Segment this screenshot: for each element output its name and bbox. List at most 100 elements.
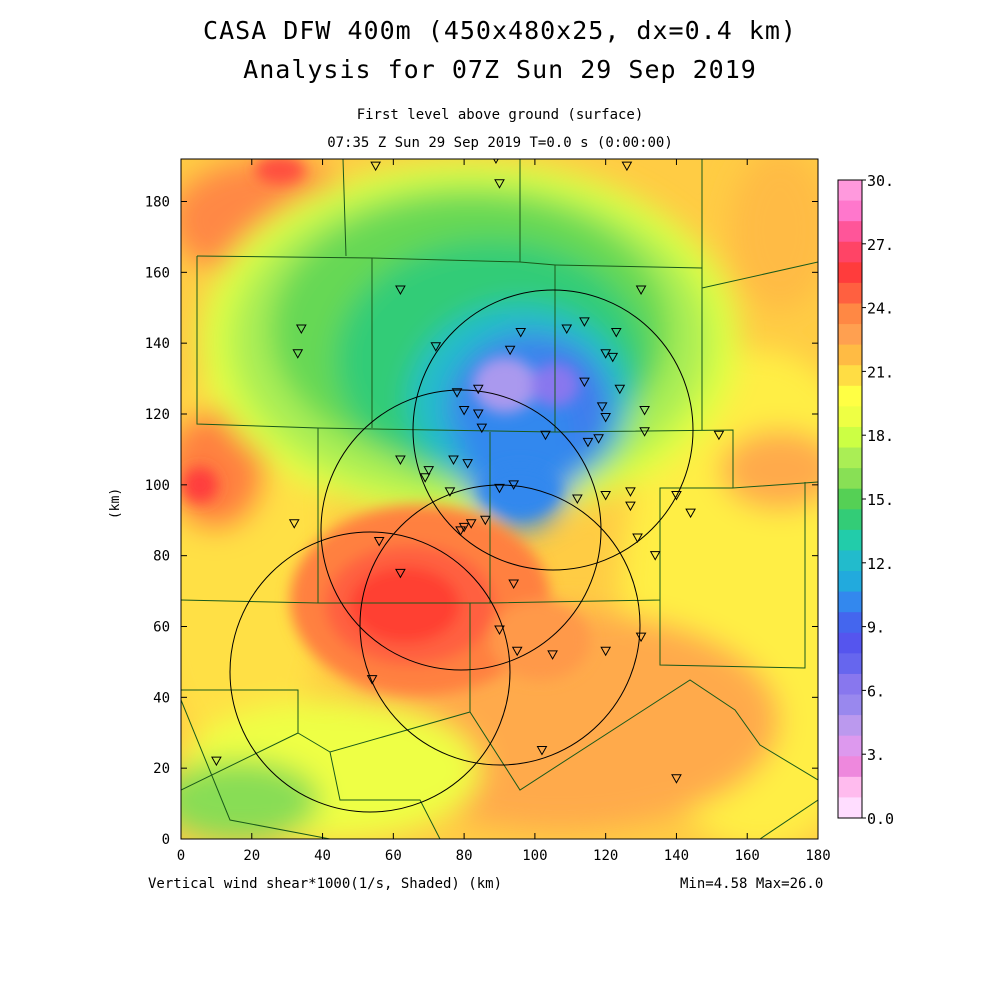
county-boundaries <box>181 159 818 839</box>
station-marker <box>504 345 516 356</box>
station-marker <box>430 342 442 352</box>
station-marker <box>462 459 474 469</box>
colorbar-label: 21. <box>867 363 894 381</box>
station-marker <box>582 437 594 448</box>
station-marker <box>536 745 548 756</box>
x-tick-label: 140 <box>664 848 689 864</box>
station-marker <box>366 675 378 685</box>
colorbar-label: 27. <box>867 236 894 254</box>
station-marker <box>621 161 633 172</box>
colorbar-swatch <box>838 344 862 366</box>
station-marker <box>639 405 650 416</box>
colorbar-swatch <box>838 756 862 778</box>
colorbar-swatch <box>838 221 862 243</box>
station-marker <box>472 409 484 420</box>
station-marker <box>395 285 406 296</box>
colorbar-swatch <box>838 591 862 613</box>
station-marker <box>632 533 643 543</box>
station-marker <box>635 632 647 643</box>
x-tick-label: 180 <box>805 848 830 864</box>
y-tick-label: 0 <box>162 832 170 848</box>
colorbar-swatch <box>838 529 862 551</box>
colorbar-swatch <box>838 571 862 593</box>
station-marker <box>511 646 523 657</box>
station-marker <box>600 646 612 657</box>
station-marker <box>547 650 558 660</box>
y-tick-label: 80 <box>153 549 170 565</box>
colorbar-swatch <box>838 735 862 757</box>
station-marker <box>458 405 470 416</box>
station-marker <box>465 519 477 529</box>
station-marker <box>593 434 604 444</box>
station-marker <box>614 384 626 395</box>
y-tick-label: 40 <box>153 690 170 706</box>
colorbar-label: 12. <box>867 555 894 573</box>
colorbar-swatch <box>838 365 862 387</box>
colorbar-label: 18. <box>867 427 894 445</box>
colorbar-swatch <box>838 282 862 304</box>
x-axis-label: Vertical wind shear*1000(1/s, Shaded) (k… <box>148 876 503 892</box>
station-marker <box>635 285 647 296</box>
station-marker <box>370 161 381 172</box>
station-marker <box>423 466 435 476</box>
station-marker <box>671 490 682 501</box>
station-marker <box>607 352 619 363</box>
station-marker <box>579 377 590 388</box>
colorbar-swatch <box>838 262 862 284</box>
chart-subtitle-time: 07:35 Z Sun 29 Sep 2019 T=0.0 s (0:00:00… <box>327 135 673 151</box>
station-marker <box>596 402 608 412</box>
radar-ring-se <box>359 484 641 766</box>
station-marker <box>419 473 431 483</box>
colorbar-swatch <box>838 673 862 696</box>
shear-field <box>181 159 818 839</box>
colorbar-label: 3. <box>867 746 885 764</box>
station-marker <box>472 384 484 395</box>
station-marker <box>625 487 636 497</box>
radar-ring-sw <box>229 531 511 813</box>
station-marker <box>540 430 551 441</box>
colorbar-swatch <box>838 406 862 428</box>
x-tick-label: 120 <box>593 848 618 864</box>
station-marker <box>671 774 682 784</box>
colorbar-label: 6. <box>867 682 885 700</box>
colorbar-swatch <box>838 509 862 531</box>
station-marker <box>494 179 505 189</box>
y-tick-label: 140 <box>145 336 170 352</box>
y-tick-label: 20 <box>153 761 170 777</box>
x-axis: 0 20 40 60 80 100 120 140 160 180 <box>177 159 831 864</box>
x-tick-label: 0 <box>177 848 185 864</box>
colorbar-swatch <box>838 426 862 449</box>
colorbar-label: 0.0 <box>867 810 894 828</box>
colorbar-swatch <box>838 612 862 634</box>
station-marker <box>444 487 456 497</box>
station-marker <box>713 430 725 441</box>
chart-title-line1: CASA DFW 400m (450x480x25, dx=0.4 km) <box>203 16 797 45</box>
colorbar-swatch <box>838 447 862 469</box>
radar-ring-ne <box>412 289 694 571</box>
station-marker <box>639 427 650 437</box>
colorbar-swatch <box>838 468 862 490</box>
colorbar-swatch <box>838 632 862 654</box>
station-marker <box>458 522 470 533</box>
station-marker <box>572 494 583 505</box>
y-tick-label: 100 <box>145 478 170 494</box>
station-marker <box>600 349 612 359</box>
colorbar-swatch <box>838 385 862 407</box>
plot-frame <box>180 158 819 840</box>
colorbar-label: 24. <box>867 300 894 318</box>
colorbar: 30. 27. 24. 21. 18. 15. 12. 9. 6. 3. 0.0 <box>837 172 894 828</box>
colorbar-label: 30. <box>867 172 894 190</box>
station-marker <box>508 480 520 490</box>
station-marker <box>508 579 520 590</box>
y-tick-label: 160 <box>145 265 170 281</box>
y-axis-label: (km) <box>108 487 124 520</box>
radar-range-rings <box>229 289 694 813</box>
colorbar-label: 9. <box>867 619 885 637</box>
station-marker <box>625 501 636 512</box>
station-marker <box>448 455 459 466</box>
chart-title-line2: Analysis for 07Z Sun 29 Sep 2019 <box>243 55 757 84</box>
station-marker <box>479 515 491 526</box>
colorbar-swatch <box>838 715 862 737</box>
station-marker <box>649 551 661 561</box>
